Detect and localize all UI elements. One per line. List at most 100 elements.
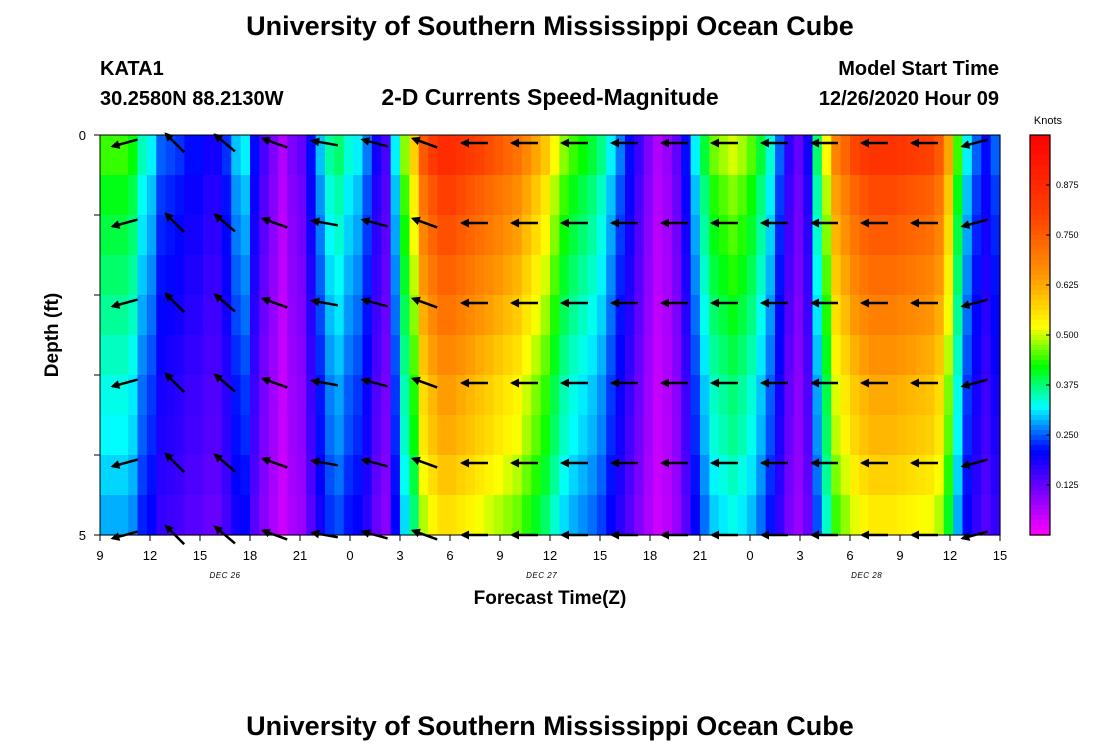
heatmap-cell: [934, 335, 945, 376]
colorbar-segment: [1030, 445, 1050, 451]
heatmap-cell: [990, 455, 1001, 496]
heatmap-cell: [915, 175, 926, 216]
chart-title: 2-D Currents Speed-Magnitude: [381, 84, 718, 110]
heatmap-cell: [446, 255, 457, 296]
colorbar-segment: [1030, 495, 1050, 501]
heatmap-cell: [503, 415, 514, 456]
heatmap-cell: [296, 455, 307, 496]
heatmap-cell: [540, 215, 551, 256]
heatmap-cell: [925, 335, 935, 376]
heatmap-cell: [146, 215, 157, 256]
colorbar-segment: [1030, 505, 1050, 511]
heatmap-cell: [859, 495, 870, 536]
heatmap-cell: [756, 175, 767, 216]
heatmap-cell: [887, 175, 898, 216]
heatmap-cell: [868, 415, 879, 456]
heatmap-cell: [193, 215, 204, 256]
heatmap-cell: [868, 295, 879, 336]
colorbar-tick-label: 0.250: [1056, 430, 1079, 440]
colorbar-segment: [1030, 480, 1050, 486]
heatmap-cell: [550, 255, 560, 296]
heatmap-cell: [859, 215, 870, 256]
heatmap-cell: [512, 295, 523, 336]
heatmap-cell: [503, 255, 514, 296]
heatmap-cell: [868, 455, 879, 496]
heatmap-cell: [175, 135, 185, 176]
colorbar-segment: [1030, 410, 1050, 416]
heatmap-cell: [709, 415, 720, 456]
heatmap: [100, 135, 1001, 536]
heatmap-cell: [268, 495, 279, 536]
heatmap-cell: [503, 495, 514, 536]
heatmap-cell: [343, 135, 354, 176]
heatmap-cell: [203, 415, 214, 456]
heatmap-cell: [784, 135, 795, 176]
heatmap-cell: [765, 175, 776, 216]
heatmap-cell: [953, 455, 964, 496]
bottom-title: University of Southern Mississippi Ocean…: [246, 711, 854, 741]
heatmap-cell: [400, 255, 410, 296]
heatmap-cell: [718, 335, 729, 376]
heatmap-cell: [475, 295, 485, 336]
heatmap-cell: [878, 255, 889, 296]
colorbar-tick-label: 0.500: [1056, 330, 1079, 340]
date-label: DEC 27: [526, 571, 557, 580]
heatmap-cell: [643, 335, 654, 376]
heatmap-cell: [184, 135, 195, 176]
heatmap-cell: [887, 215, 898, 256]
heatmap-cell: [953, 415, 964, 456]
heatmap-cell: [615, 495, 626, 536]
heatmap-cell: [184, 415, 195, 456]
heatmap-cell: [812, 295, 823, 336]
heatmap-cell: [634, 455, 645, 496]
heatmap-cell: [118, 175, 129, 216]
colorbar-segment: [1030, 360, 1050, 366]
heatmap-cell: [643, 255, 654, 296]
heatmap-cell: [493, 415, 504, 456]
heatmap-cell: [128, 295, 139, 336]
heatmap-cell: [868, 175, 879, 216]
heatmap-cell: [540, 175, 551, 216]
heatmap-cell: [728, 135, 739, 176]
heatmap-cell: [540, 415, 551, 456]
colorbar-segment: [1030, 145, 1050, 151]
heatmap-cell: [850, 415, 860, 456]
heatmap-cell: [156, 415, 167, 456]
heatmap-cell: [887, 415, 898, 456]
heatmap-cell: [709, 455, 720, 496]
heatmap-cell: [521, 215, 532, 256]
heatmap-cell: [728, 455, 739, 496]
heatmap-cell: [446, 495, 457, 536]
heatmap-cell: [775, 215, 785, 256]
heatmap-cell: [606, 175, 617, 216]
heatmap-cell: [803, 455, 814, 496]
heatmap-cell: [578, 495, 589, 536]
heatmap-cell: [587, 255, 598, 296]
heatmap-cell: [400, 415, 410, 456]
heatmap-cell: [531, 215, 542, 256]
heatmap-cell: [362, 495, 373, 536]
colorbar-segment: [1030, 310, 1050, 316]
heatmap-cell: [671, 455, 682, 496]
heatmap-cell: [475, 375, 485, 416]
heatmap-cell: [981, 415, 992, 456]
heatmap-cell: [296, 175, 307, 216]
heatmap-cell: [878, 295, 889, 336]
heatmap-cell: [268, 215, 279, 256]
heatmap-cell: [643, 415, 654, 456]
colorbar-segment: [1030, 520, 1050, 526]
heatmap-cell: [962, 495, 973, 536]
colorbar-segment: [1030, 430, 1050, 436]
heatmap-cell: [775, 135, 785, 176]
heatmap-cell: [418, 455, 429, 496]
heatmap-cell: [746, 255, 757, 296]
colorbar-segment: [1030, 180, 1050, 186]
heatmap-cell: [203, 455, 214, 496]
heatmap-cell: [446, 135, 457, 176]
current-arrow: [310, 297, 339, 307]
heatmap-cell: [606, 335, 617, 376]
heatmap-cell: [390, 295, 401, 336]
heatmap-cell: [306, 175, 317, 216]
heatmap-cell: [437, 455, 448, 496]
heatmap-cell: [662, 335, 673, 376]
